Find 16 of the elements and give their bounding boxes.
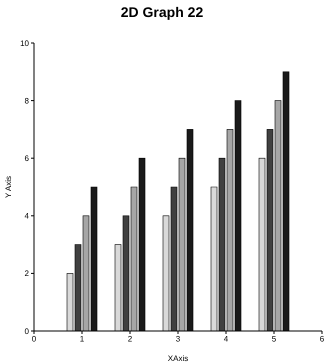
x-tick-label: 5: [272, 334, 277, 344]
y-tick-label: 4: [24, 212, 30, 221]
y-tick-label: 6: [24, 154, 30, 164]
x-tick-label: 0: [32, 334, 37, 344]
x-tick-label: 4: [224, 334, 229, 344]
y-tick-label: 2: [24, 269, 30, 278]
chart-title: 2D Graph 22: [120, 3, 204, 22]
x-tick-label: 2: [128, 334, 133, 344]
x-tick-label: 3: [176, 334, 181, 344]
y-tick-label: 0: [24, 326, 30, 336]
y-tick-label: 10: [20, 38, 30, 48]
x-axis-title: XAxis: [168, 354, 188, 363]
x-tick-label: 6: [320, 334, 324, 344]
x-tick-label: 1: [80, 334, 85, 344]
y-tick-label: 8: [24, 96, 30, 106]
y-axis-title: Y Axis: [4, 176, 13, 198]
